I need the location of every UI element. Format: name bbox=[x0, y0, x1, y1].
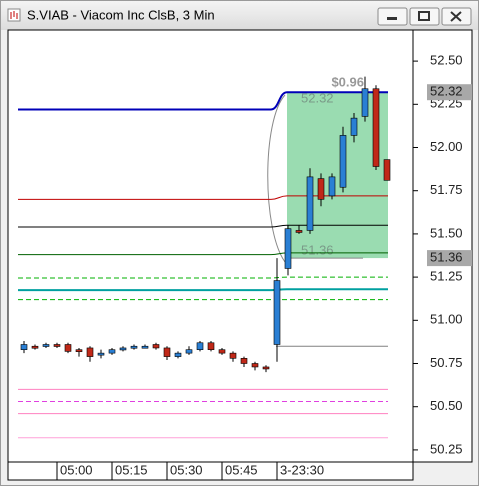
range-bracket bbox=[267, 94, 286, 263]
candle-body bbox=[350, 117, 358, 136]
candle-body bbox=[108, 349, 116, 354]
candle-body bbox=[207, 342, 215, 350]
range-box bbox=[287, 92, 388, 259]
x-tick-label: 05:15 bbox=[115, 462, 148, 477]
candle-body bbox=[31, 345, 39, 349]
candle-body bbox=[152, 344, 160, 349]
price-tag bbox=[427, 250, 472, 267]
candle-body bbox=[42, 344, 50, 347]
candle-body bbox=[75, 349, 83, 352]
y-tick-label: 50.25 bbox=[430, 441, 463, 456]
y-tick-label: 50.50 bbox=[430, 398, 463, 413]
candle-body bbox=[163, 347, 171, 357]
x-tick-label: 05:45 bbox=[225, 462, 258, 477]
price-tag-label: 51.36 bbox=[430, 250, 463, 265]
candle-body bbox=[20, 344, 28, 350]
candle-body bbox=[53, 344, 61, 347]
candle-body bbox=[218, 349, 226, 354]
price-tag bbox=[427, 84, 472, 101]
y-tick-label: 51.00 bbox=[430, 312, 463, 327]
candle-body bbox=[174, 352, 182, 357]
y-tick-label: 52.00 bbox=[430, 139, 463, 154]
y-tick-label: 51.25 bbox=[430, 269, 463, 284]
x-tick-label: 05:00 bbox=[60, 462, 93, 477]
candle-body bbox=[273, 280, 281, 345]
y-tick-label: 51.50 bbox=[430, 225, 463, 240]
candle-body bbox=[64, 344, 72, 352]
price-tag-label: 52.32 bbox=[430, 84, 463, 99]
y-axis-panel bbox=[412, 29, 473, 463]
candle-body bbox=[328, 176, 336, 197]
candle-body bbox=[339, 135, 347, 188]
level-line bbox=[18, 91, 388, 111]
x-tick-label: 05:30 bbox=[170, 462, 203, 477]
window-title: S.VIAB - Viacom Inc ClsB, 3 Min bbox=[27, 7, 215, 22]
range-change-label: $0.96 bbox=[331, 75, 364, 90]
candle-body bbox=[86, 347, 94, 357]
candle-body bbox=[130, 345, 138, 349]
candle-body bbox=[185, 349, 193, 354]
range-low-label: 51.36 bbox=[301, 243, 334, 258]
candle-body bbox=[251, 363, 259, 368]
candle-body bbox=[119, 347, 127, 351]
candle-body bbox=[317, 178, 325, 200]
candle-body bbox=[295, 230, 303, 233]
window-icon bbox=[7, 8, 21, 22]
candle-body bbox=[383, 159, 391, 181]
candle-body bbox=[372, 88, 380, 167]
candle-body bbox=[141, 345, 149, 349]
candle-body bbox=[196, 342, 204, 350]
x-tick-label: 3-23:30 bbox=[280, 462, 324, 477]
y-tick-label: 51.75 bbox=[430, 182, 463, 197]
x-axis-panel bbox=[7, 461, 414, 481]
y-tick-label: 52.50 bbox=[430, 53, 463, 68]
level-line bbox=[18, 195, 388, 200]
candle-body bbox=[306, 176, 314, 231]
maximize-button[interactable] bbox=[409, 7, 440, 26]
candle-body bbox=[229, 352, 237, 359]
candle-body bbox=[262, 366, 270, 370]
candle-body bbox=[361, 88, 369, 117]
minimize-button[interactable] bbox=[377, 7, 408, 26]
candle-body bbox=[284, 228, 292, 269]
range-high-label: 52.32 bbox=[301, 91, 334, 106]
candle-body bbox=[97, 352, 105, 356]
level-line bbox=[18, 224, 388, 228]
candle-body bbox=[240, 358, 248, 364]
y-tick-label: 50.75 bbox=[430, 355, 463, 370]
level-line bbox=[18, 288, 388, 292]
close-button[interactable] bbox=[441, 7, 472, 26]
